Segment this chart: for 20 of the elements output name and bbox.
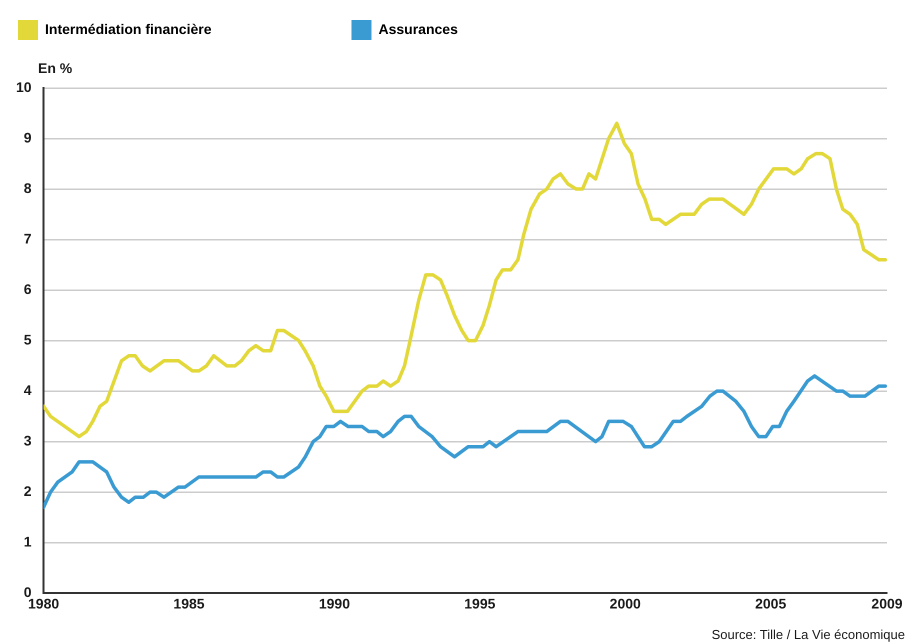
y-tick-label: 6: [24, 280, 32, 297]
x-tick-label: 1990: [318, 595, 350, 612]
y-tick-label: 8: [24, 180, 32, 196]
legend-label: Intermédiation financière: [45, 20, 338, 37]
x-tick-label: 2005: [755, 595, 786, 612]
y-axis-title: En %: [38, 60, 73, 76]
legend-label: Assurances: [378, 20, 458, 37]
y-tick-label: 3: [24, 432, 32, 448]
x-tick-label: 2009: [871, 595, 903, 612]
y-tick-label: 10: [16, 78, 32, 95]
x-tick-label: 1985: [173, 595, 205, 612]
y-tick-label: 4: [24, 382, 32, 398]
x-tick-label: 2000: [610, 595, 642, 612]
y-tick-label: 9: [24, 129, 32, 146]
y-tick-label: 1: [24, 534, 32, 550]
source-note: Source: Tille / La Vie économique: [712, 627, 905, 642]
y-tick-label: 7: [24, 230, 32, 246]
x-tick-label: 1995: [464, 595, 496, 612]
y-tick-label: 5: [24, 331, 32, 348]
y-tick-label: 2: [24, 483, 32, 500]
